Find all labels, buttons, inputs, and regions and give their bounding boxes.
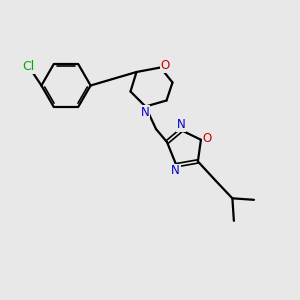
Text: N: N bbox=[141, 106, 150, 119]
Text: N: N bbox=[171, 164, 180, 177]
Text: N: N bbox=[177, 118, 186, 131]
Text: Cl: Cl bbox=[23, 60, 35, 73]
Text: O: O bbox=[161, 59, 170, 72]
Text: O: O bbox=[202, 132, 212, 145]
